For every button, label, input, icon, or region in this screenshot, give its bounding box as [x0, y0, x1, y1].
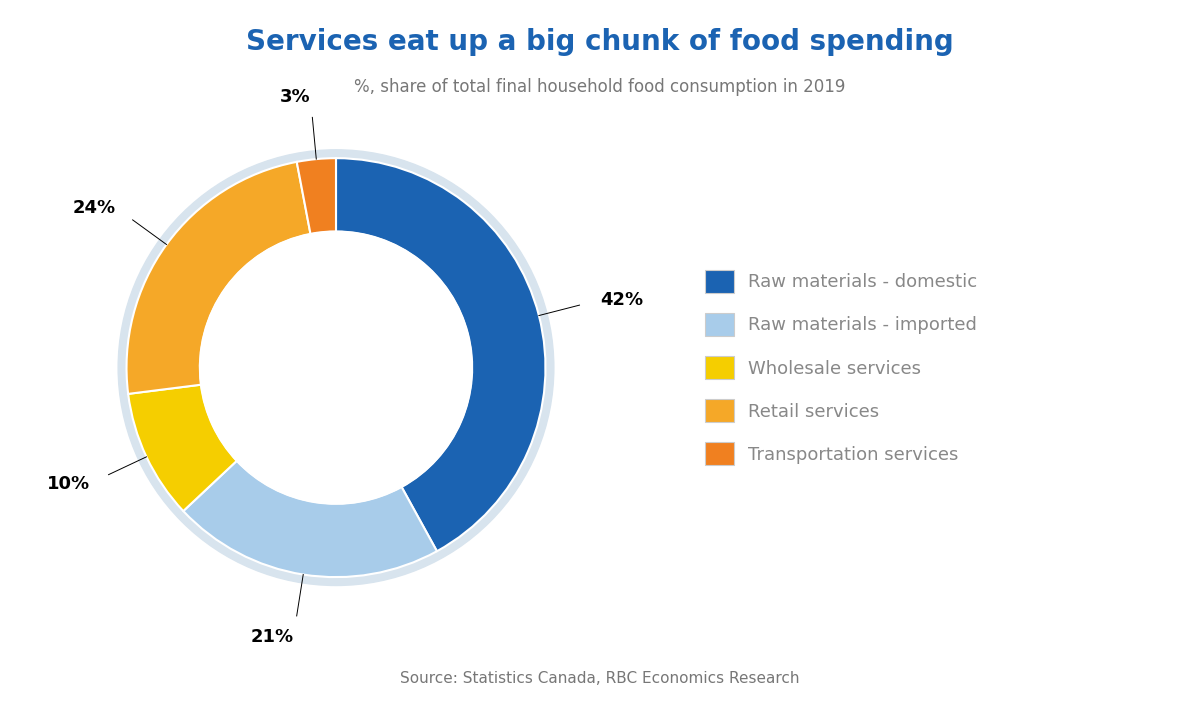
Text: 24%: 24% [72, 199, 115, 216]
Wedge shape [184, 461, 437, 577]
Text: 10%: 10% [47, 474, 90, 493]
Text: 3%: 3% [280, 88, 311, 105]
Legend: Raw materials - domestic, Raw materials - imported, Wholesale services, Retail s: Raw materials - domestic, Raw materials … [696, 261, 986, 474]
Circle shape [200, 231, 472, 504]
Wedge shape [128, 385, 236, 511]
Circle shape [118, 150, 554, 585]
Text: Services eat up a big chunk of food spending: Services eat up a big chunk of food spen… [246, 28, 954, 57]
Text: %, share of total final household food consumption in 2019: %, share of total final household food c… [354, 78, 846, 95]
Wedge shape [296, 158, 336, 234]
Wedge shape [126, 162, 311, 394]
Text: 42%: 42% [600, 291, 643, 309]
Wedge shape [336, 158, 546, 551]
Text: 21%: 21% [251, 628, 293, 645]
Text: Source: Statistics Canada, RBC Economics Research: Source: Statistics Canada, RBC Economics… [401, 671, 799, 686]
